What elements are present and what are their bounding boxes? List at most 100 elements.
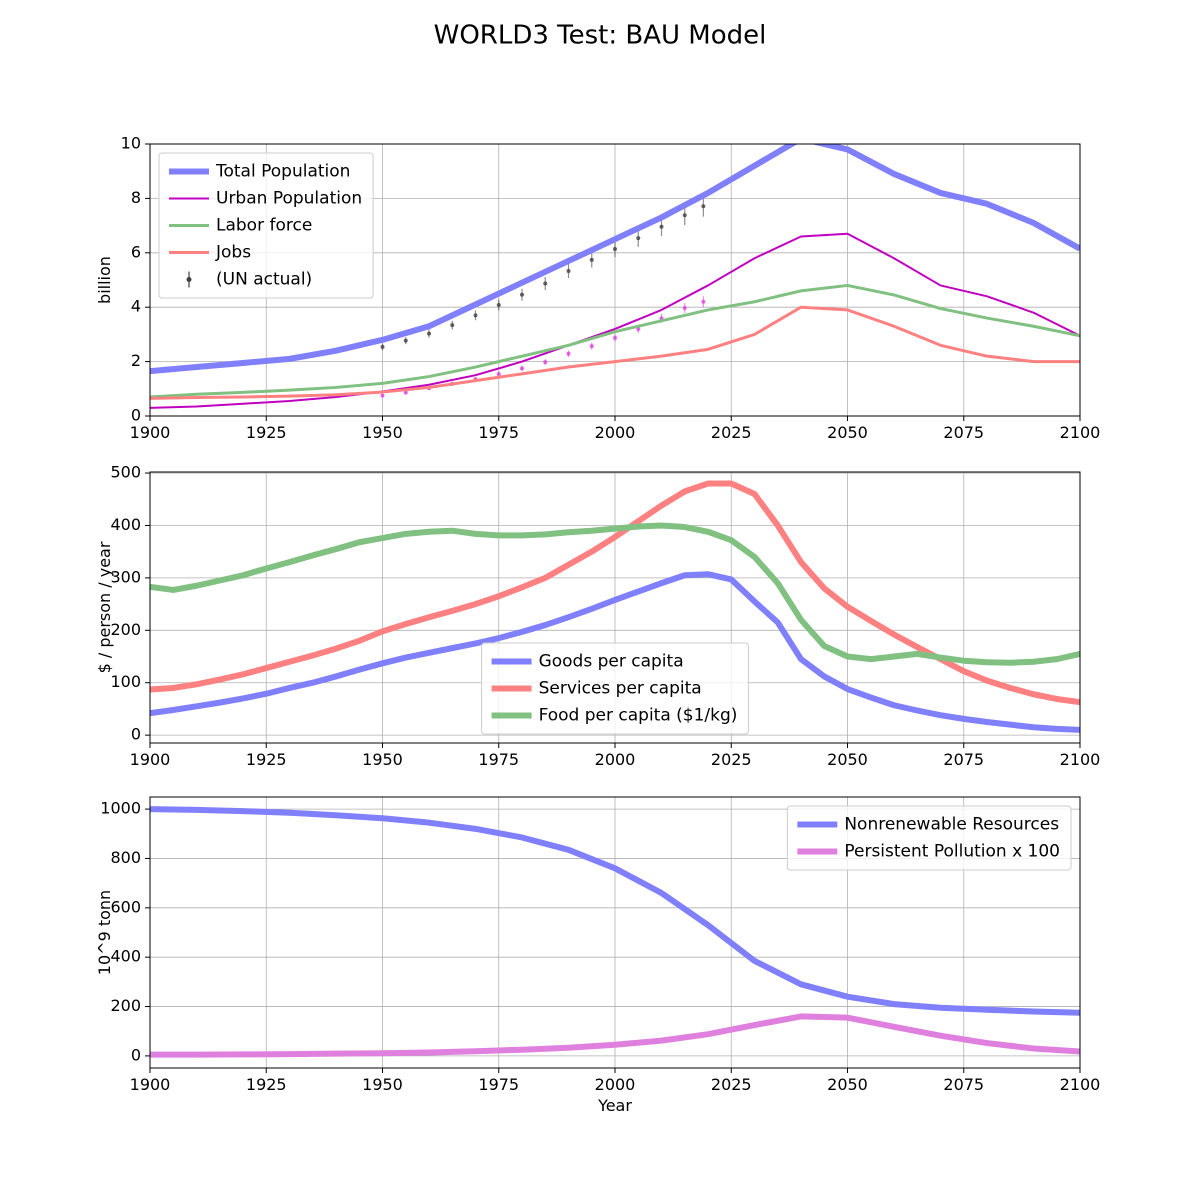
data-point — [473, 313, 478, 318]
y-axis-label: $ / person / year — [95, 541, 114, 673]
data-point — [613, 246, 617, 251]
data-point — [496, 372, 501, 377]
x-tick-label: 2025 — [711, 1075, 752, 1094]
panel: 1900 1925 1950 1975 2000 2025 2050 2075 2100 0 2 4 6… — [95, 134, 1100, 443]
legend-label: Labor force — [216, 216, 312, 236]
data-point — [701, 299, 706, 304]
x-tick-label: 1925 — [246, 423, 287, 442]
x-tick-label: 1900 — [130, 750, 171, 769]
legend-swatch — [186, 277, 192, 282]
y-tick-label: 200 — [110, 620, 141, 639]
series-line — [150, 232, 1080, 409]
legend: Nonrenewable Resources Persistent Polluti… — [786, 805, 1072, 871]
axes-frame — [149, 471, 1081, 744]
x-tick-label: 1950 — [362, 750, 403, 769]
y-tick-label: 0 — [131, 1045, 141, 1064]
data-point — [496, 303, 501, 308]
x-tick-label: 1950 — [362, 423, 403, 442]
x-tick-label: 1975 — [478, 423, 519, 442]
data-point — [682, 213, 687, 218]
x-tick-label: 1925 — [246, 750, 287, 769]
legend-box — [786, 805, 1072, 871]
x-tick-label: 1950 — [362, 1075, 403, 1094]
data-point — [380, 393, 385, 398]
legend-label: (UN actual) — [216, 270, 312, 290]
legend: Total Population Urban Population Labor fo… — [158, 152, 374, 299]
data-point — [613, 335, 617, 340]
y-tick-label: 8 — [131, 188, 141, 207]
series-line — [150, 806, 1080, 1016]
y-tick-label: 0 — [131, 725, 141, 744]
series-line — [150, 283, 1080, 399]
legend-label: Jobs — [215, 243, 251, 263]
y-tick-label: 200 — [110, 996, 141, 1015]
data-point — [543, 281, 548, 286]
data-point — [659, 224, 664, 229]
x-tick-label: 2075 — [943, 1075, 984, 1094]
y-tick-label: 800 — [110, 848, 141, 867]
y-axis-label: billion — [95, 256, 114, 304]
data-point — [701, 204, 706, 209]
data-point — [450, 323, 455, 328]
x-tick-label: 1925 — [246, 1075, 287, 1094]
y-tick-label: 500 — [110, 463, 141, 482]
y-tick-label: 4 — [131, 297, 141, 316]
y-tick-label: 6 — [131, 242, 141, 261]
legend-label: Food per capita ($1/kg) — [539, 706, 738, 726]
x-tick-label: 1975 — [478, 750, 519, 769]
data-point — [520, 366, 524, 371]
series-line — [150, 522, 1080, 666]
data-point — [589, 344, 594, 349]
plot-area — [150, 806, 1080, 1058]
figure-title: WORLD3 Test: BAU Model — [434, 21, 767, 51]
panel: 1900 1925 1950 1975 2000 2025 2050 2075 2100 0 100… — [95, 463, 1100, 769]
x-tick-label: 2050 — [827, 423, 868, 442]
plot-area — [150, 144, 1080, 409]
axes-frame — [149, 796, 1081, 1069]
legend-label: Total Population — [215, 162, 350, 182]
y-tick-label: 10 — [121, 134, 141, 153]
legend-label: Urban Population — [216, 189, 362, 209]
legend-box — [481, 642, 749, 735]
data-point — [566, 269, 571, 274]
data-point — [636, 236, 641, 241]
x-tick-label: 2025 — [711, 750, 752, 769]
data-point — [682, 306, 687, 311]
series-line — [150, 480, 1080, 706]
x-tick-label: 2100 — [1060, 423, 1101, 442]
series-line — [150, 571, 1080, 733]
axes-frame — [149, 143, 1081, 417]
legend: Goods per capita Services per capita Food … — [481, 642, 749, 735]
data-point — [403, 390, 408, 395]
x-tick-label: 2100 — [1060, 750, 1101, 769]
x-tick-label: 1900 — [130, 423, 171, 442]
x-tick-label: 2000 — [595, 1075, 636, 1094]
data-point — [566, 351, 571, 356]
legend-label: Nonrenewable Resources — [844, 815, 1059, 835]
x-tick-label: 2000 — [595, 750, 636, 769]
data-point — [520, 292, 524, 297]
legend-label: Services per capita — [539, 679, 702, 699]
data-point — [543, 360, 548, 365]
y-tick-label: 0 — [131, 406, 141, 425]
x-tick-label: 2025 — [711, 423, 752, 442]
panel: 1900 1925 1950 1975 2000 2025 2050 2075 2100 0 200… — [95, 796, 1101, 1115]
y-tick-label: 300 — [110, 567, 141, 586]
series-line — [150, 144, 1080, 375]
x-tick-label: 2100 — [1060, 1075, 1101, 1094]
x-tick-label: 1900 — [130, 1075, 171, 1094]
y-axis-label: 10^9 tonn — [95, 890, 114, 975]
y-tick-label: 400 — [110, 947, 141, 966]
x-tick-label: 2000 — [595, 423, 636, 442]
x-axis-label: Year — [597, 1096, 632, 1115]
legend-label: Persistent Pollution x 100 — [844, 842, 1060, 862]
legend-label: Goods per capita — [539, 652, 684, 672]
data-point — [380, 344, 385, 349]
x-tick-label: 1975 — [478, 1075, 519, 1094]
data-point — [403, 338, 408, 343]
y-tick-label: 2 — [131, 351, 141, 370]
series-line — [150, 305, 1080, 400]
x-tick-label: 2050 — [827, 750, 868, 769]
x-tick-label: 2075 — [943, 423, 984, 442]
